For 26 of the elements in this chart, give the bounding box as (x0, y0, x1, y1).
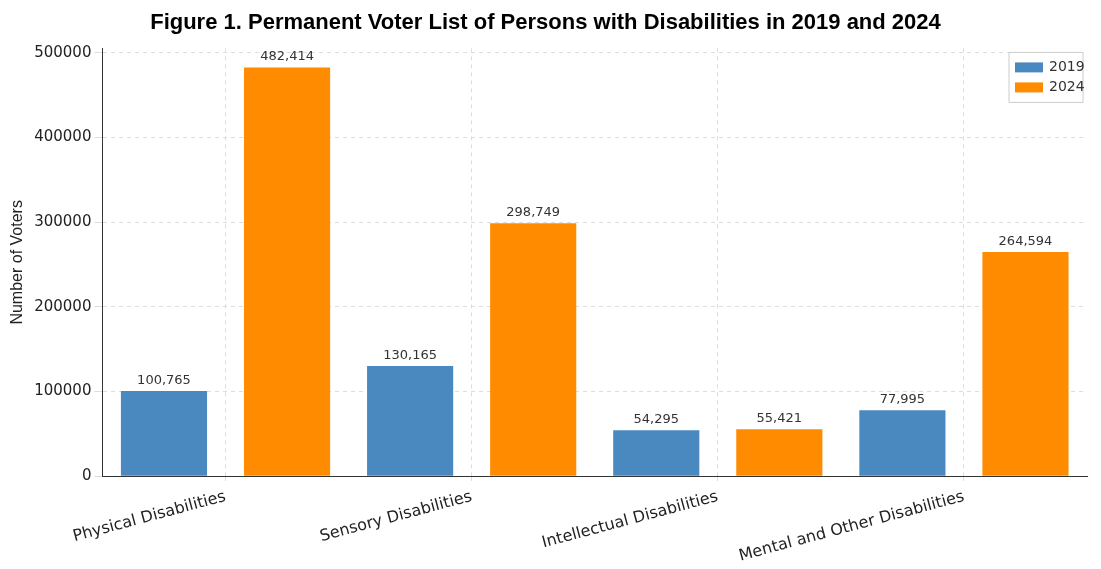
data-label: 55,421 (756, 410, 803, 426)
y-tick-label: 200000 (34, 296, 92, 315)
y-axis-title: Number of Voters (8, 200, 26, 325)
data-label: 54,295 (633, 411, 680, 427)
data-label: 77,995 (879, 391, 926, 407)
y-tick-label: 400000 (34, 127, 92, 146)
data-label: 100,765 (137, 371, 191, 387)
bar (120, 390, 208, 476)
data-label: 298,749 (506, 204, 561, 220)
bar (243, 67, 331, 476)
data-label: 482,414 (260, 48, 314, 64)
bar (367, 366, 454, 476)
bar (736, 429, 823, 476)
bar (613, 430, 700, 476)
y-tick-label: 300000 (34, 211, 92, 230)
data-label: 130,165 (383, 346, 438, 362)
bar (859, 410, 946, 476)
bar (982, 252, 1069, 476)
y-tick-label: 500000 (34, 42, 92, 61)
chart-title: Figure 1. Permanent Voter List of Persons with Disabilities in 2019 and 2024 (150, 9, 942, 35)
y-tick-label: 100000 (34, 381, 92, 400)
bar (490, 223, 577, 476)
legend-label: 2019 (1049, 58, 1085, 75)
legend-label: 2024 (1049, 78, 1085, 95)
data-label: 264,594 (998, 232, 1053, 248)
y-tick-label: 0 (81, 466, 92, 485)
